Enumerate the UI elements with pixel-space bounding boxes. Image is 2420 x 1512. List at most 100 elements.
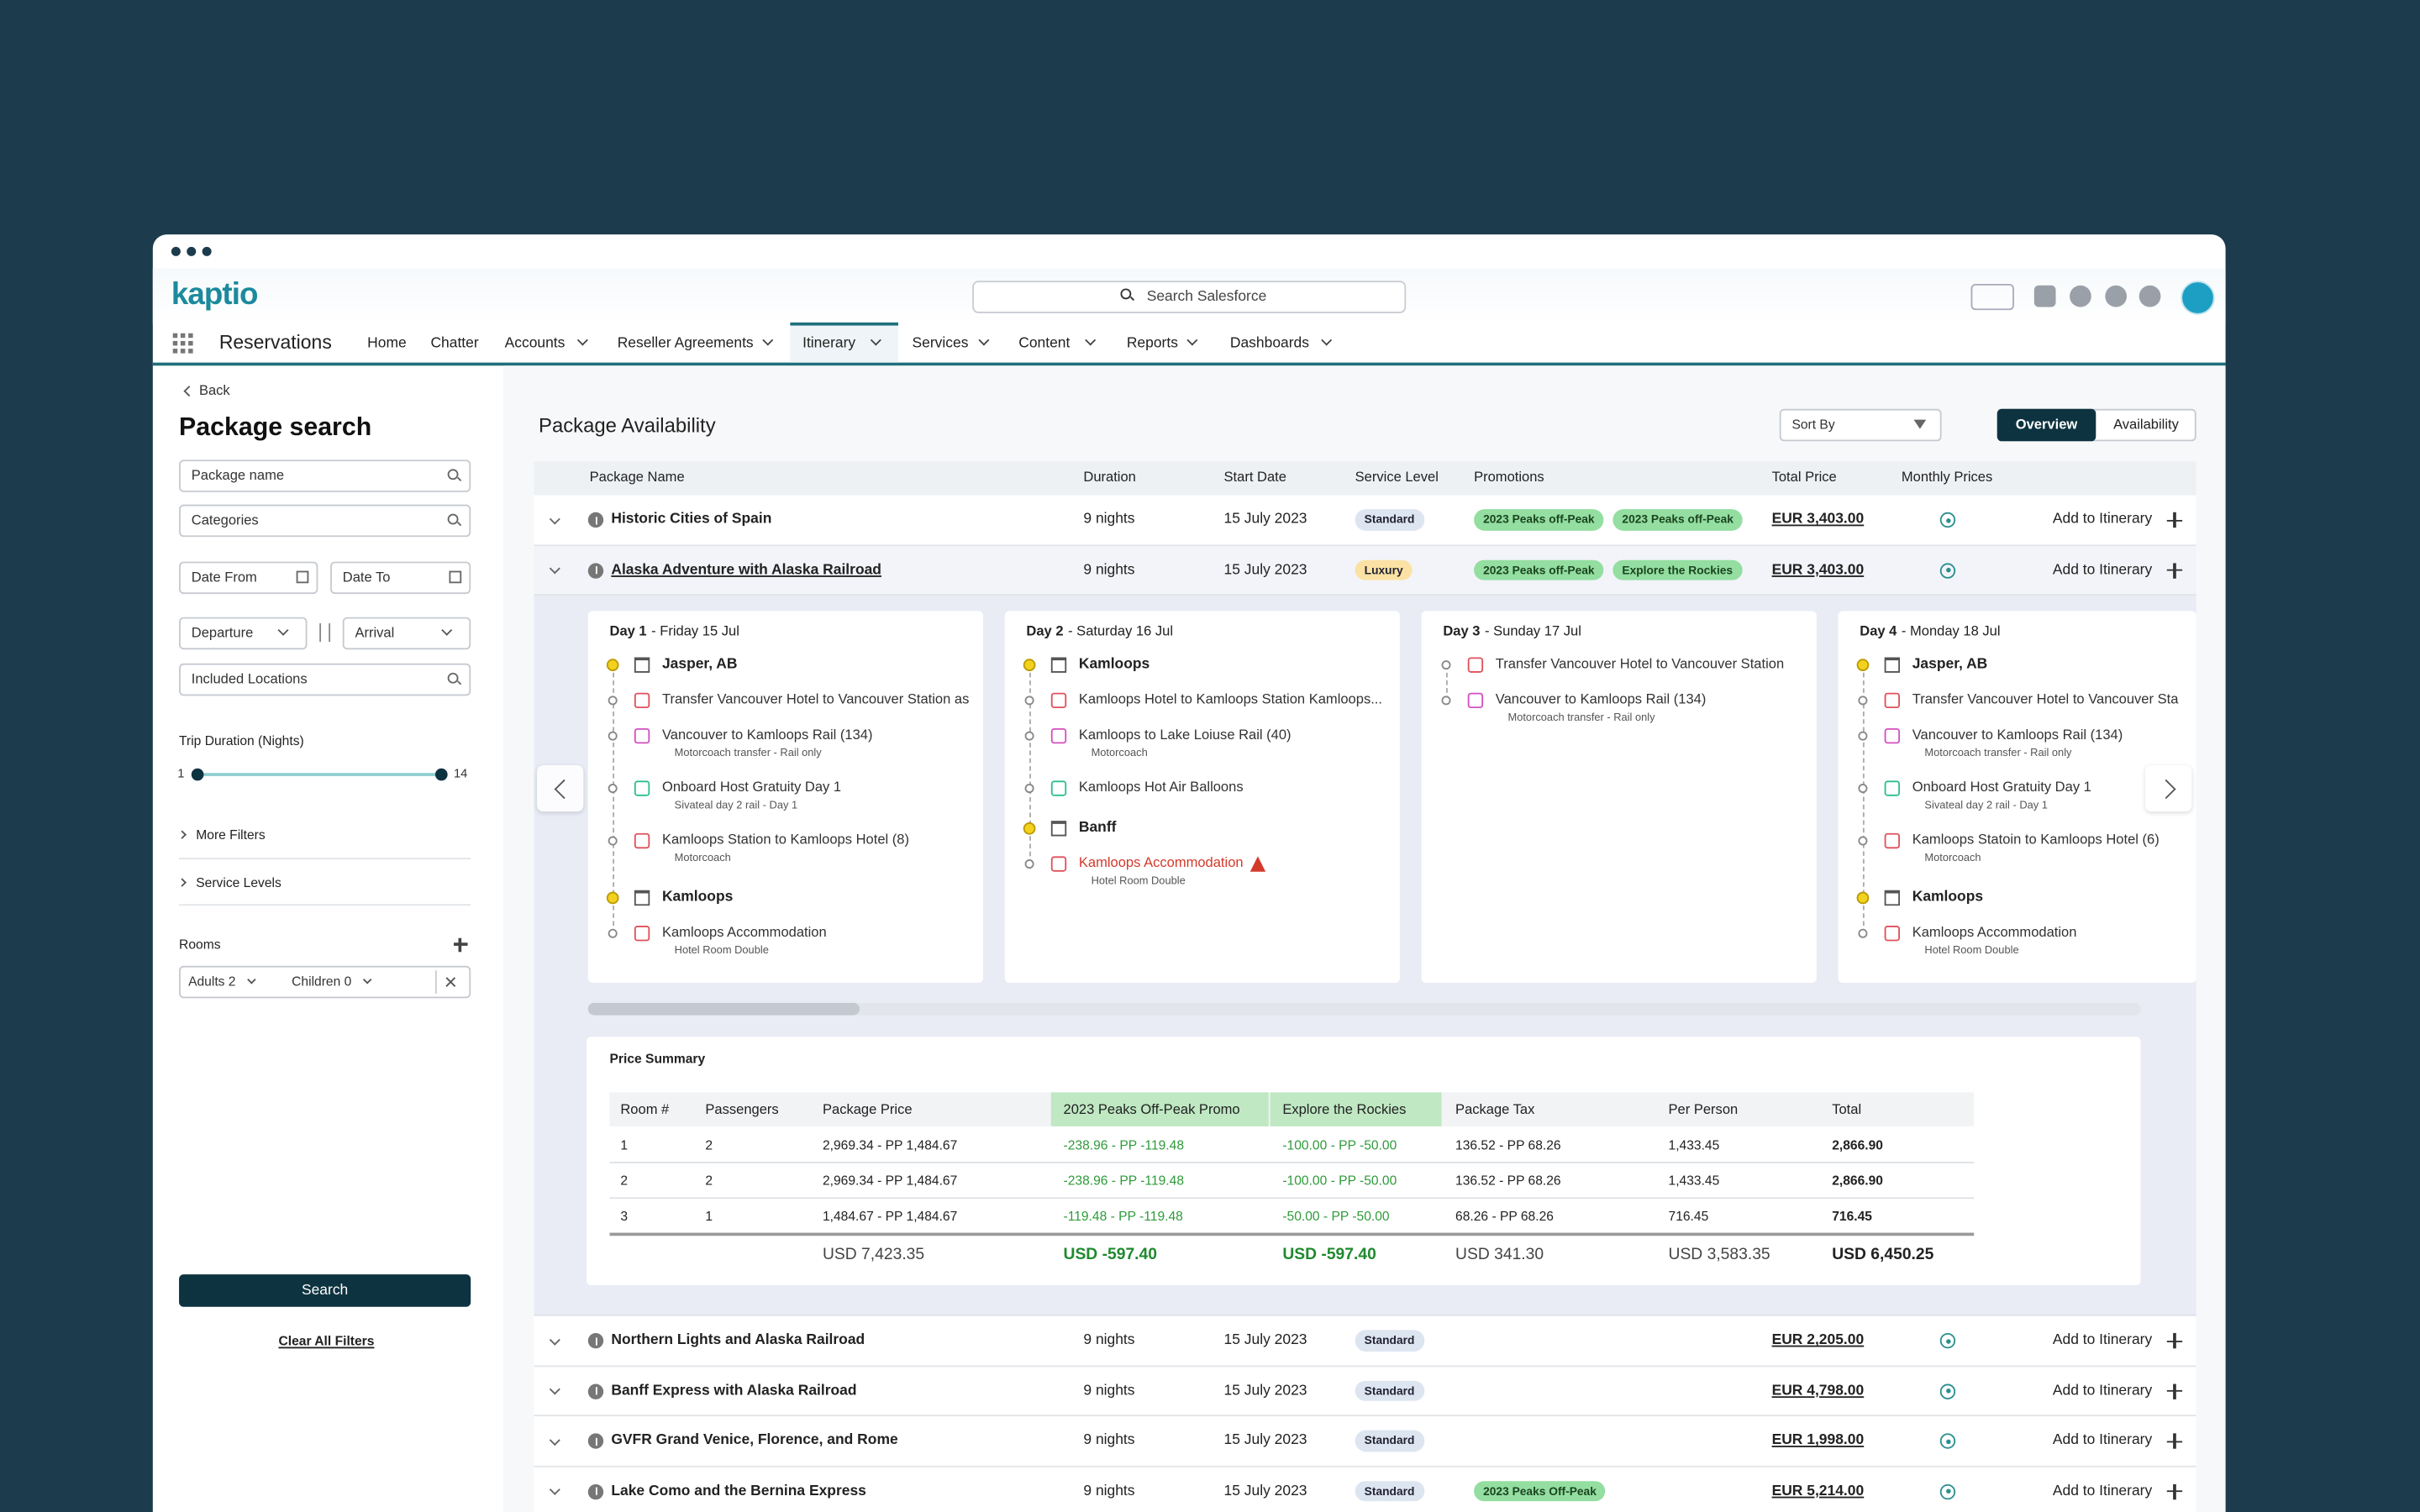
total-price[interactable]: EUR 4,798.00 (1771, 1382, 1865, 1399)
input[interactable] (179, 504, 471, 538)
total-price[interactable]: EUR 3,403.00 (1771, 511, 1865, 528)
nav-item[interactable]: Home (367, 334, 407, 352)
scrollbar-thumb[interactable] (587, 1002, 860, 1016)
service-name[interactable]: Onboard Host Gratuity Day 1 (661, 779, 842, 795)
plus-icon[interactable] (2173, 1333, 2176, 1349)
total-price[interactable]: EUR 3,403.00 (1771, 561, 1865, 579)
nav-item[interactable]: Itinerary (802, 334, 856, 352)
service-name[interactable]: Kamloops Station to Kamloops Hotel (8) (661, 832, 910, 848)
add-to-itinerary[interactable]: Add to Itinerary (2052, 1431, 2153, 1450)
plus-icon[interactable] (2173, 1483, 2176, 1499)
slider-handle[interactable] (434, 768, 448, 781)
service-name[interactable]: Kamloops Hot Air Balloons (1078, 779, 1244, 795)
prev-day-button[interactable] (537, 765, 584, 812)
clear-filters[interactable]: Clear All Filters (278, 1332, 375, 1349)
service-name[interactable]: Onboard Host Gratuity Day 1 (1912, 779, 2091, 795)
plus-icon[interactable] (2173, 562, 2176, 579)
nav-item[interactable]: Dashboards (1229, 334, 1309, 352)
app-launcher-dot[interactable] (172, 349, 178, 354)
notifications-icon[interactable] (2139, 285, 2161, 307)
service-name[interactable]: Vancouver to Kamloops Rail (134) (1495, 690, 1707, 707)
total-price[interactable]: EUR 5,214.00 (1771, 1482, 1865, 1499)
add-to-itinerary[interactable]: Add to Itinerary (2052, 561, 2153, 579)
app-launcher-dot[interactable] (172, 333, 178, 339)
service-name[interactable]: Kamloops Accommodation (1078, 854, 1244, 870)
monthly-prices-icon[interactable] (1939, 562, 1956, 579)
plus-icon[interactable] (2173, 1433, 2176, 1450)
search-box[interactable] (972, 281, 1407, 313)
tab[interactable]: Availability (2096, 409, 2196, 442)
price-cell: -100.00 - PP -50.00 (1282, 1137, 1397, 1153)
add-to-itinerary[interactable]: Add to Itinerary (2052, 1382, 2153, 1399)
input[interactable] (342, 617, 471, 650)
day-number: Day 1 (609, 623, 647, 639)
app-launcher-dot[interactable] (172, 340, 178, 346)
nav-item[interactable]: Content (1018, 334, 1071, 352)
service-name[interactable]: Transfer Vancouver Hotel to Vancouver St… (1495, 655, 1785, 671)
package-row[interactable] (534, 495, 2196, 546)
next-day-button[interactable] (2145, 765, 2192, 812)
help-icon[interactable] (2070, 285, 2091, 307)
service-name[interactable]: Kamloops Hotel to Kamloops Station Kamlo… (1078, 690, 1382, 707)
slider-handle[interactable] (191, 768, 204, 781)
package-name[interactable]: Banff Express with Alaska Railroad (611, 1382, 857, 1399)
monthly-prices-icon[interactable] (1939, 1333, 1956, 1349)
package-name[interactable]: Alaska Adventure with Alaska Railroad (611, 561, 881, 579)
package-name[interactable]: Lake Como and the Bernina Express (611, 1482, 866, 1499)
add-to-itinerary[interactable]: Add to Itinerary (2052, 511, 2153, 528)
service-name[interactable]: Vancouver to Kamloops Rail (134) (1912, 727, 2123, 743)
add-to-itinerary[interactable]: Add to Itinerary (2052, 1331, 2153, 1349)
adults[interactable]: Adults 2 (188, 973, 236, 990)
service-name[interactable]: Kamloops to Lake Loiuse Rail (40) (1078, 727, 1292, 743)
service-name[interactable]: Kamloops Accommodation (661, 924, 827, 940)
tab-label[interactable]: Overview (2015, 416, 2078, 433)
app-launcher-dot[interactable] (188, 349, 193, 354)
input[interactable] (330, 561, 471, 595)
plus-icon[interactable] (2173, 512, 2176, 528)
back-link[interactable]: Back (198, 382, 230, 398)
plus-icon[interactable] (459, 937, 461, 952)
room-input[interactable] (179, 965, 471, 999)
service-name[interactable]: Transfer Vancouver Hotel to Vancouver St… (661, 690, 970, 707)
search-button-label[interactable]: Search (301, 1282, 349, 1299)
package-name[interactable]: Historic Cities of Spain (611, 511, 772, 528)
service-name[interactable]: Kamloops Statoin to Kamloops Hotel (6) (1912, 832, 2160, 848)
children[interactable]: Children 0 (292, 973, 352, 990)
app-launcher-dot[interactable] (180, 333, 186, 339)
avatar[interactable] (2181, 281, 2215, 315)
add-icon[interactable] (2033, 285, 2056, 307)
service-name[interactable]: Vancouver to Kamloops Rail (134) (661, 727, 873, 743)
tab-label[interactable]: Availability (2113, 416, 2179, 433)
input[interactable] (179, 459, 471, 492)
more-filters[interactable]: More Filters (196, 827, 266, 843)
monthly-prices-icon[interactable] (1939, 1383, 1956, 1399)
monthly-prices-icon[interactable] (1939, 1483, 1956, 1499)
service-levels[interactable]: Service Levels (196, 874, 281, 890)
app-launcher-dot[interactable] (188, 340, 193, 346)
service-name[interactable]: Transfer Vancouver Hotel to Vancouver St… (1912, 690, 2179, 707)
search-button[interactable]: Search (179, 1274, 471, 1307)
input[interactable] (179, 617, 308, 650)
package-name[interactable]: Northern Lights and Alaska Railroad (611, 1331, 865, 1349)
input[interactable] (179, 561, 318, 595)
service-name[interactable]: Kamloops Accommodation (1912, 924, 2077, 940)
app-launcher-dot[interactable] (188, 333, 193, 339)
nav-item[interactable]: Reseller Agreements (617, 334, 754, 352)
monthly-prices-icon[interactable] (1939, 1433, 1956, 1450)
monthly-prices-icon[interactable] (1939, 512, 1956, 528)
settings-icon[interactable] (2105, 285, 2128, 307)
nav-item[interactable]: Accounts (504, 334, 566, 352)
app-launcher-dot[interactable] (180, 340, 186, 346)
nav-item[interactable]: Services (912, 334, 969, 352)
package-name[interactable]: GVFR Grand Venice, Florence, and Rome (611, 1431, 898, 1450)
total-price[interactable]: EUR 1,998.00 (1771, 1431, 1865, 1450)
nav-item[interactable]: Chatter (430, 334, 479, 352)
input-placeholder: Date From (191, 569, 257, 585)
nav-item[interactable]: Reports (1126, 334, 1178, 352)
total-price[interactable]: EUR 2,205.00 (1771, 1331, 1865, 1349)
add-to-itinerary[interactable]: Add to Itinerary (2052, 1482, 2153, 1499)
app-launcher-dot[interactable] (180, 349, 186, 354)
tab[interactable]: Overview (1996, 408, 2096, 442)
input[interactable] (179, 663, 471, 696)
plus-icon[interactable] (2173, 1383, 2176, 1399)
